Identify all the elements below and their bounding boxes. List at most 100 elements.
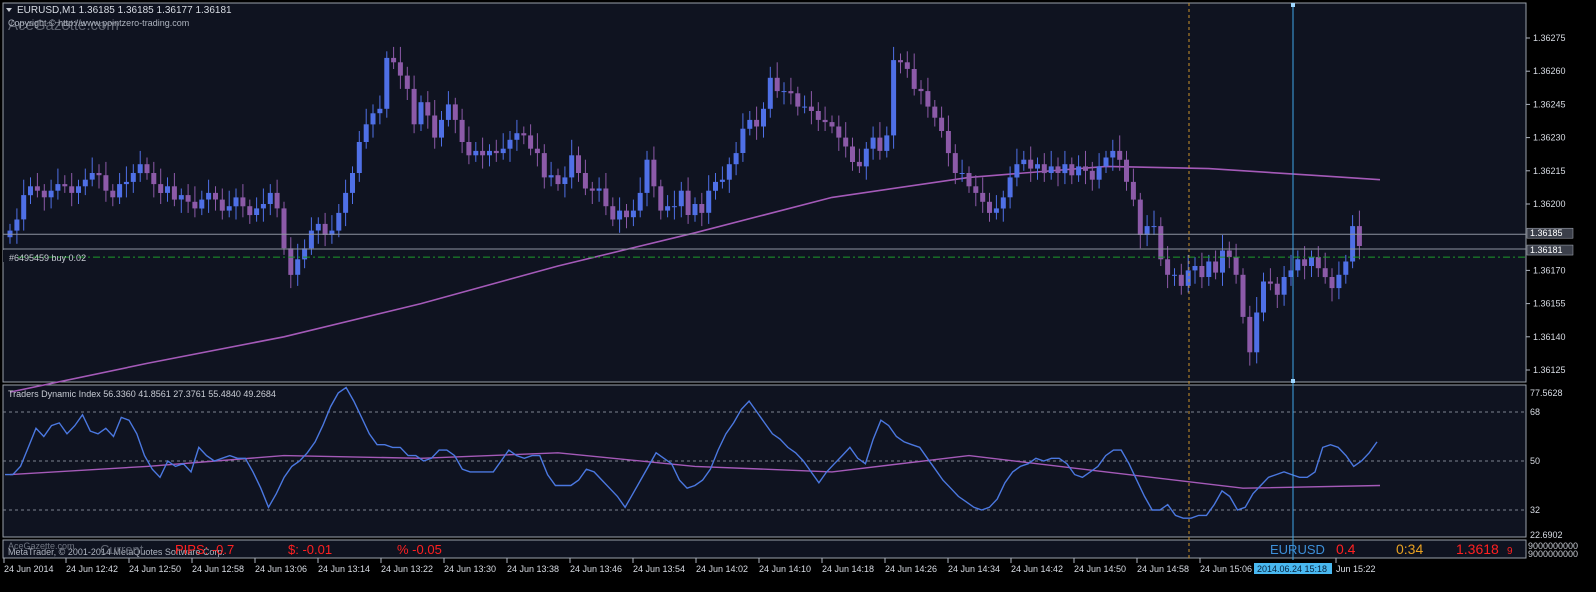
candle — [28, 177, 33, 204]
crosshair-handle-top[interactable] — [1291, 3, 1295, 7]
candle — [699, 192, 705, 227]
candle — [96, 164, 102, 189]
candle — [808, 91, 814, 125]
candle — [55, 168, 61, 200]
candle — [1288, 254, 1294, 286]
time-tick-label: 24 Jun 13:38 — [507, 564, 559, 574]
time-tick-label: 24 Jun 2014 — [4, 564, 54, 574]
candle — [1329, 268, 1335, 302]
candle — [418, 95, 424, 131]
candle — [1110, 139, 1116, 171]
candle — [514, 119, 520, 151]
time-tick-label: 24 Jun 13:54 — [633, 564, 685, 574]
candle — [1240, 268, 1246, 324]
candle — [624, 204, 629, 229]
candle — [959, 159, 965, 182]
moving-average-layer — [9, 165, 1381, 393]
candle — [1356, 210, 1362, 260]
candle — [130, 164, 136, 193]
candle — [774, 62, 780, 98]
candle — [898, 53, 903, 74]
candle — [528, 124, 534, 156]
time-tick-label: 24 Jun 14:26 — [885, 564, 937, 574]
candle — [240, 184, 246, 218]
time-tick-label: 24 Jun 13:46 — [570, 564, 622, 574]
candle — [350, 166, 355, 204]
candle — [295, 243, 301, 286]
price-tick-label: 1.36215 — [1533, 166, 1566, 176]
candle — [740, 113, 746, 162]
candle — [493, 139, 499, 162]
candle — [137, 150, 143, 182]
candle — [76, 179, 81, 204]
candle — [1192, 257, 1198, 284]
candle — [836, 115, 842, 151]
candle — [1199, 252, 1205, 289]
candle — [939, 106, 945, 138]
candle — [281, 201, 287, 255]
price-tick-label: 1.36200 — [1533, 199, 1566, 209]
candle — [658, 179, 664, 220]
tdi-tick-label: 22.6902 — [1530, 530, 1563, 540]
moving-average-line — [9, 165, 1381, 393]
candle — [761, 102, 766, 138]
candle — [1151, 210, 1157, 235]
candle — [891, 46, 897, 149]
candle — [1158, 217, 1164, 266]
candle — [1096, 153, 1102, 189]
candle — [1261, 272, 1266, 322]
candle — [370, 104, 376, 138]
candle — [904, 51, 910, 78]
price-tick-label: 1.36230 — [1533, 133, 1566, 143]
time-axis[interactable]: 24 Jun 2014 24 Jun 12:42 24 Jun 12:50 24 Ju… — [3, 558, 1376, 574]
candle — [1233, 243, 1239, 284]
candle — [1315, 246, 1321, 277]
candle — [500, 133, 506, 160]
candle — [726, 157, 732, 193]
candle — [1014, 148, 1020, 187]
order-label-backdrop — [3, 250, 15, 262]
candle — [391, 46, 397, 69]
candle — [1350, 215, 1356, 269]
candle — [452, 97, 458, 134]
candle — [1274, 277, 1280, 308]
candle — [1117, 135, 1123, 171]
candle — [411, 75, 417, 134]
price-tick-label: 1.36245 — [1533, 99, 1566, 109]
candle — [1302, 246, 1308, 280]
candle — [1247, 305, 1253, 366]
order-label[interactable]: #6495459 buy 0.02 — [9, 253, 86, 263]
copyright-text: Copyright © http://www.pointzero-trading… — [8, 18, 189, 28]
candle — [555, 168, 561, 191]
candle — [1041, 153, 1047, 182]
pips-value: PIPS: -0.7 — [175, 542, 234, 557]
crosshair-handle-bottom[interactable] — [1291, 379, 1295, 383]
dropdown-triangle-icon[interactable] — [6, 8, 12, 12]
candle — [192, 186, 198, 218]
candle — [1089, 161, 1095, 191]
price-tick-label: 1.36260 — [1533, 66, 1566, 76]
candle — [1083, 150, 1088, 185]
candle — [171, 173, 177, 207]
tdi-level-lines — [3, 411, 1526, 511]
candle — [445, 91, 451, 127]
money-value: $: -0.01 — [288, 542, 332, 557]
candle — [630, 199, 636, 227]
tdi-tick-label: 77.5628 — [1530, 388, 1563, 398]
candle — [274, 179, 280, 218]
candle — [315, 217, 321, 244]
price-tick-label: 1.36140 — [1533, 332, 1566, 342]
candle — [1295, 250, 1301, 277]
candle — [1220, 235, 1225, 286]
current-label: Current — [100, 542, 144, 557]
candle — [329, 215, 335, 244]
main-price-panel[interactable] — [2, 2, 1527, 383]
candle — [822, 106, 828, 131]
time-tick-label: 24 Jun 15:06 — [1200, 564, 1252, 574]
spread-value: 0.4 — [1336, 541, 1356, 557]
candle — [302, 239, 308, 269]
price-axis[interactable]: 1.36275 1.36260 1.36245 1.36230 1.36215 1.362… — [1526, 33, 1566, 375]
footer-axis-bottom: 9000000000 — [1528, 549, 1578, 559]
